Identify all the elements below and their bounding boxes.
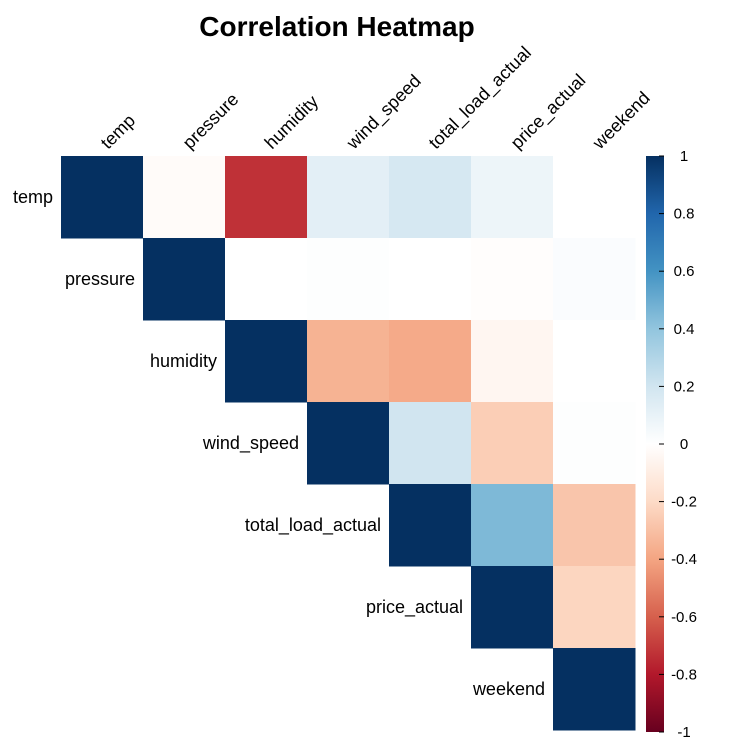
heatmap-cell-humidity-total_load_actual [389,320,472,403]
colorbar-tick-label: -1 [677,724,690,741]
colorbar-tick-label: 0.6 [674,263,695,280]
heatmap-cells [61,156,636,731]
colorbar-tick-label: 0.8 [674,206,695,223]
heatmap-cell-humidity-price_actual [471,320,554,403]
column-labels: temp pressure humidity wind_speed total_load… [97,42,654,154]
colorbar-tick-label: -0.6 [671,609,697,626]
heatmap-cell-pressure-humidity [225,238,308,321]
heatmap-cell-price_actual-weekend [553,566,636,649]
heatmap-cell-pressure-pressure [143,238,226,321]
heatmap-cell-humidity-weekend [553,320,636,403]
column-label-weekend: weekend [588,88,654,154]
heatmap-cell-temp-wind_speed [307,156,390,239]
column-label-wind_speed: wind_speed [342,71,425,154]
colorbar-tick-label: -0.8 [671,666,697,683]
column-label-pressure: pressure [179,89,243,153]
row-label-total_load_actual: total_load_actual [245,515,381,536]
heatmap-cell-price_actual-price_actual [471,566,554,649]
heatmap-cell-temp-total_load_actual [389,156,472,239]
heatmap-cell-humidity-humidity [225,320,308,403]
column-label-humidity: humidity [261,91,323,153]
colorbar-tick-label: -0.2 [671,494,697,511]
heatmap-cell-total_load_actual-price_actual [471,484,554,567]
heatmap-cell-wind_speed-price_actual [471,402,554,485]
row-labels: temp pressure humidity wind_speed total_load… [13,187,545,699]
heatmap-cell-wind_speed-weekend [553,402,636,485]
heatmap-cell-total_load_actual-total_load_actual [389,484,472,567]
row-label-wind_speed: wind_speed [202,433,299,454]
row-label-pressure: pressure [65,269,135,289]
heatmap-cell-wind_speed-total_load_actual [389,402,472,485]
heatmap-cell-total_load_actual-weekend [553,484,636,567]
heatmap-cell-humidity-wind_speed [307,320,390,403]
heatmap-cell-temp-humidity [225,156,308,239]
heatmap-cell-wind_speed-wind_speed [307,402,390,485]
column-label-price_actual: price_actual [507,70,590,153]
colorbar-tick-label: 0 [680,436,688,453]
chart-title: Correlation Heatmap [199,11,474,42]
heatmap-cell-temp-weekend [553,156,636,239]
colorbar-tick-label: 0.2 [674,378,695,395]
colorbar-tick-label: 0.4 [674,321,695,338]
heatmap-cell-pressure-total_load_actual [389,238,472,321]
row-label-weekend: weekend [472,679,545,699]
row-label-temp: temp [13,187,53,207]
heatmap-cell-pressure-price_actual [471,238,554,321]
heatmap-cell-temp-temp [61,156,144,239]
heatmap-cell-temp-pressure [143,156,226,239]
heatmap-cell-weekend-weekend [553,648,636,731]
column-label-temp: temp [97,110,139,152]
colorbar: 1 0.8 0.6 0.4 0.2 0 -0.2 -0.4 -0.6 -0.8 -1 [646,148,697,741]
heatmap-cell-pressure-wind_speed [307,238,390,321]
row-label-price_actual: price_actual [366,597,463,618]
colorbar-tick-label: -0.4 [671,551,697,568]
colorbar-gradient [646,156,664,732]
colorbar-tick-label: 1 [680,148,688,165]
row-label-humidity: humidity [150,351,217,371]
heatmap-cell-temp-price_actual [471,156,554,239]
heatmap-cell-pressure-weekend [553,238,636,321]
